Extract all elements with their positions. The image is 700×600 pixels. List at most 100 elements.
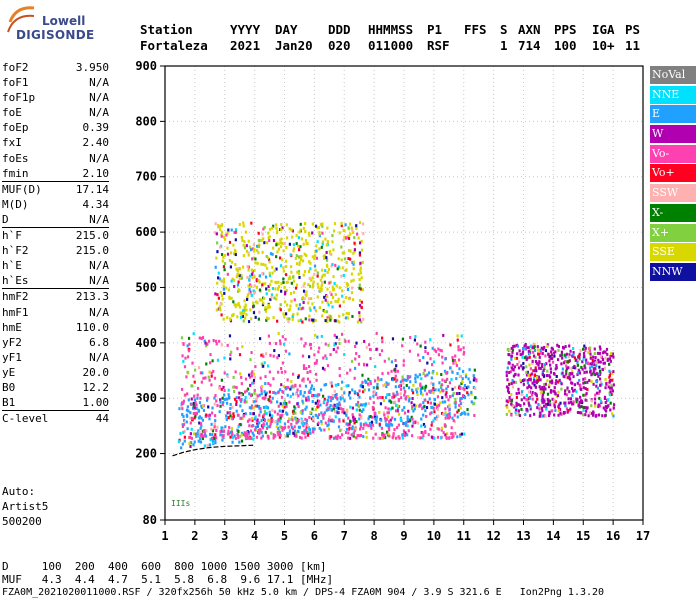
echo-point [236,315,239,319]
echo-point [591,372,594,376]
echo-point [218,385,221,389]
echo-point [318,399,321,403]
echo-point [355,436,358,440]
echo-point [336,319,340,323]
echo-point [370,426,373,430]
echo-point [222,401,225,405]
echo-point [249,308,252,312]
echo-point [281,409,285,413]
param-row-mufd: MUF(D) 17.14 [2,180,109,197]
echo-point [337,257,340,261]
echo-point [585,398,588,402]
echo-point [441,378,444,382]
echo-point [612,414,615,418]
echo-point [308,314,311,318]
echo-point [314,309,318,313]
echo-point [307,301,310,305]
echo-point [581,367,584,371]
echo-point [345,427,349,431]
echo-point [199,433,202,437]
echo-point [582,381,585,385]
echo-point [601,358,605,362]
echo-point [543,363,547,367]
echo-point [572,346,575,350]
echo-point [413,403,416,407]
echo-point [360,276,363,280]
echo-point [233,434,236,438]
echo-point [584,387,587,391]
echo-point [541,409,544,413]
echo-point [265,352,268,356]
echo-point [345,408,349,412]
echo-point [506,347,509,351]
echo-point [274,287,277,291]
echo-point [521,352,524,356]
echo-point [582,355,586,359]
echo-point [205,429,208,433]
echo-point [252,412,255,416]
echo-point [299,318,303,322]
echo-point [463,411,466,415]
echo-point [554,400,557,404]
echo-point [357,362,361,366]
echo-point [279,303,282,307]
echo-point [404,397,408,401]
echo-point [386,382,389,386]
echo-point [333,343,336,347]
echo-point [288,317,291,321]
echo-point [460,396,463,400]
echo-point [277,242,280,246]
echo-point [529,373,532,377]
echo-point [330,300,333,304]
echo-point [535,375,539,379]
echo-point [257,245,261,249]
echo-point [199,426,202,430]
echo-point [216,241,219,245]
echo-point [399,387,403,391]
echo-point [423,425,427,429]
echo-point [254,315,257,319]
echo-point [542,383,546,387]
echo-point [247,431,250,435]
echo-point [286,393,289,397]
echo-point [609,355,612,359]
echo-point [391,395,394,399]
echo-point [510,381,513,385]
echo-point [511,350,514,354]
echo-point [584,406,587,410]
echo-point [257,251,260,255]
echo-point [212,338,215,342]
echo-point [306,377,310,381]
echo-point [529,396,532,400]
echo-point [378,422,381,426]
echo-point [420,377,423,381]
echo-point [249,394,253,398]
echo-point [223,371,226,375]
echo-point [299,245,302,249]
echo-point [608,357,612,361]
echo-point [290,228,293,232]
x-tick-label: 17 [636,529,650,543]
echo-point [361,222,365,226]
echo-point [331,295,335,299]
echo-point [525,355,528,359]
echo-point [418,404,421,408]
echo-point [232,412,235,416]
echo-point [355,227,358,231]
echo-point [247,373,251,377]
echo-point [597,391,600,395]
echo-point [344,269,347,273]
echo-point [461,380,464,384]
echo-point [317,413,321,417]
echo-point [458,403,461,407]
echo-point [435,372,439,376]
echo-point [291,392,295,396]
param-row-foep: foEp 0.39 [2,120,109,135]
echo-point [378,353,382,357]
echo-point [185,375,188,379]
echo-point [267,317,270,321]
echo-point [193,394,196,398]
echo-point [221,438,224,442]
echo-point [343,235,346,239]
echo-point [353,241,356,245]
